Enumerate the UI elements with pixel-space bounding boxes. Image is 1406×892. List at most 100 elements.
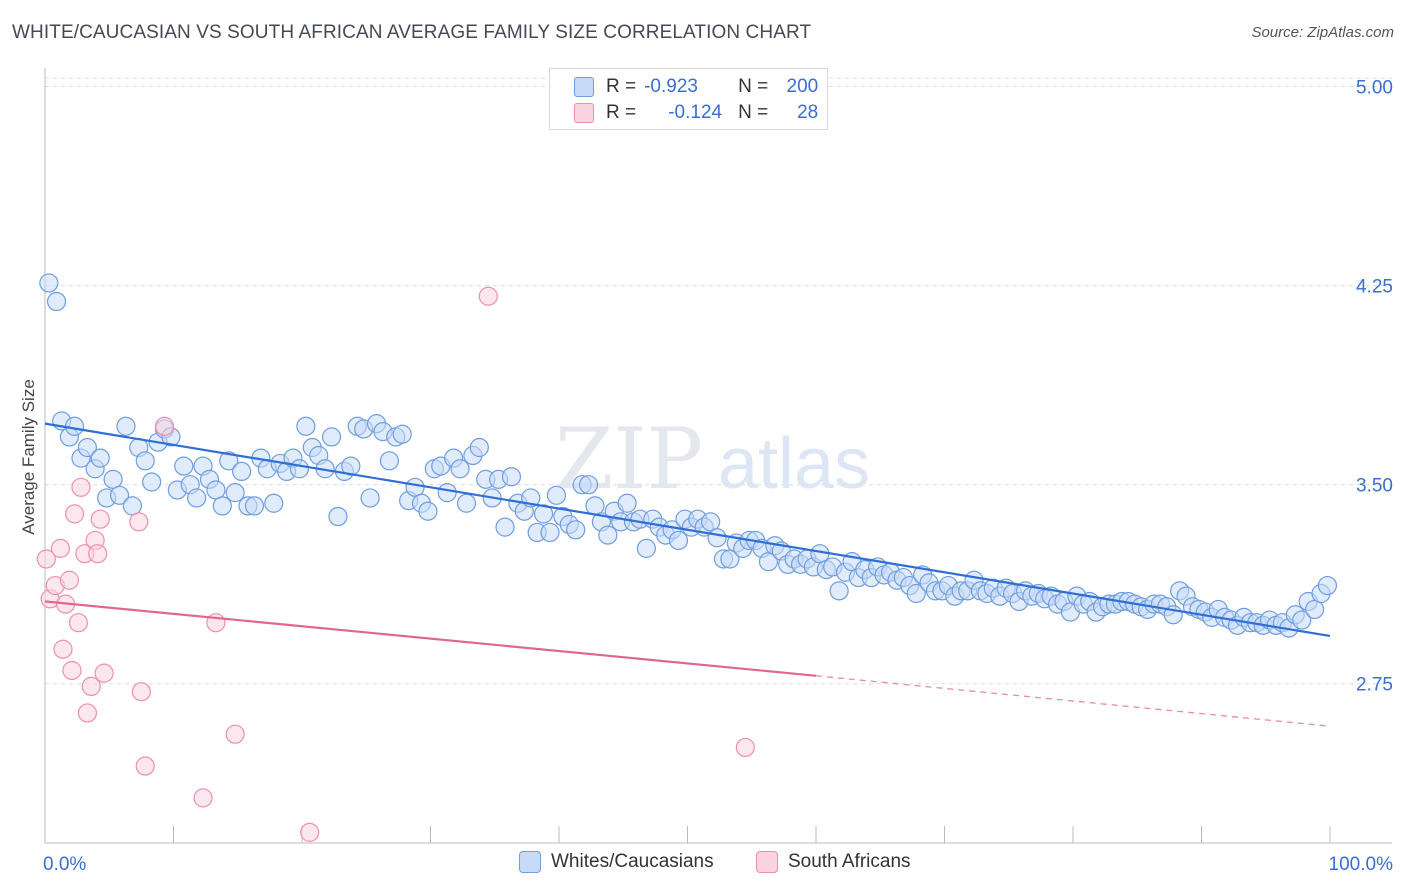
watermark-atlas: atlas — [718, 424, 870, 504]
point-whites — [289, 459, 310, 479]
point-south-africans — [129, 512, 149, 532]
point-whites — [495, 517, 515, 537]
point-south-africans — [90, 509, 110, 529]
point-south-africans — [225, 724, 245, 744]
point-whites — [1317, 575, 1338, 596]
point-whites — [906, 583, 926, 604]
legend-item-whites[interactable]: Whites/Caucasians — [519, 851, 714, 873]
stats-legend: R = -0.923 N = 200 R = -0.124 N = 28 — [549, 68, 828, 130]
legend-swatch-south-africans — [756, 851, 778, 873]
point-whites — [456, 493, 477, 513]
point-south-africans — [59, 570, 80, 590]
point-whites — [39, 273, 59, 293]
y-tick-label: 3.50 — [1356, 476, 1393, 497]
stats-r-label: R = — [606, 76, 637, 97]
point-south-africans — [131, 682, 151, 702]
stats-row-whites: R = -0.923 N = 200 — [574, 74, 818, 100]
point-whites — [174, 456, 194, 476]
point-whites — [264, 493, 284, 513]
point-south-africans — [300, 822, 320, 842]
legend-item-south-africans[interactable]: South Africans — [756, 851, 911, 873]
point-whites — [212, 496, 232, 516]
stats-swatch-south-africans — [574, 103, 594, 123]
point-whites — [142, 472, 162, 492]
point-whites — [501, 467, 522, 487]
point-south-africans — [36, 549, 56, 569]
point-whites — [1292, 610, 1312, 630]
point-whites — [585, 496, 605, 516]
point-whites — [46, 291, 67, 312]
point-whites — [64, 416, 85, 436]
point-whites — [668, 530, 689, 551]
trendline-south-africans — [44, 600, 817, 677]
stats-r-value: -0.124 — [668, 102, 723, 123]
point-south-africans — [135, 756, 155, 776]
point-south-africans — [50, 538, 71, 558]
point-whites — [636, 538, 656, 558]
point-south-africans — [53, 639, 73, 659]
point-whites — [540, 522, 560, 543]
point-whites — [598, 525, 618, 545]
stats-n-label: N = — [738, 102, 769, 123]
point-south-africans — [193, 788, 213, 808]
point-south-africans — [735, 737, 755, 758]
point-whites — [405, 477, 425, 497]
point-whites — [296, 416, 316, 436]
stats-r-label: R = — [606, 102, 637, 123]
point-whites — [829, 581, 849, 601]
point-whites — [707, 528, 727, 548]
point-whites — [379, 451, 399, 471]
point-whites — [90, 448, 110, 468]
point-south-africans — [62, 660, 82, 681]
x-tick-label-end: 100.0% — [1329, 854, 1394, 875]
point-whites — [418, 501, 438, 521]
point-south-africans — [88, 544, 108, 564]
point-south-africans — [77, 703, 98, 723]
point-whites — [578, 475, 599, 495]
point-whites — [469, 437, 489, 458]
watermark: ZIP atlas — [555, 410, 870, 508]
point-whites — [116, 416, 136, 436]
point-whites — [533, 504, 554, 524]
trendline-south-africans-extension — [815, 675, 1331, 727]
point-whites — [328, 506, 348, 527]
point-whites — [77, 437, 98, 458]
point-whites — [109, 485, 130, 505]
legend-swatch-whites — [519, 851, 541, 873]
point-whites — [617, 493, 637, 513]
point-whites — [122, 496, 142, 516]
y-axis-label: Average Family Size — [19, 379, 38, 535]
x-tick-labels: 0.0% 100.0% — [43, 854, 1393, 875]
point-south-africans — [154, 416, 175, 436]
y-tick-label: 4.25 — [1356, 277, 1393, 298]
stats-row-south-africans: R = -0.124 N = 28 — [574, 100, 818, 126]
point-whites — [244, 496, 265, 516]
point-whites — [206, 480, 226, 500]
legend-label-south-africans: South Africans — [788, 851, 911, 872]
point-whites — [360, 488, 380, 508]
point-whites — [546, 485, 567, 505]
trendline-whites — [44, 422, 1331, 638]
series-whites-points — [39, 273, 1338, 638]
point-whites — [437, 483, 457, 503]
point-whites — [1304, 599, 1325, 620]
point-whites — [187, 488, 207, 508]
point-whites — [321, 427, 342, 447]
series-south-africans-points — [36, 286, 755, 842]
stats-n-value: 200 — [786, 76, 819, 97]
point-south-africans — [94, 663, 114, 683]
x-tick-label-start: 0.0% — [43, 854, 86, 875]
point-whites — [225, 483, 245, 503]
point-whites — [232, 461, 252, 482]
point-south-africans — [68, 613, 89, 633]
stats-n-value: 28 — [797, 102, 819, 123]
point-south-africans — [71, 477, 91, 497]
point-whites — [135, 451, 155, 471]
y-tick-label: 2.75 — [1356, 675, 1393, 696]
point-whites — [392, 424, 412, 444]
point-whites — [701, 512, 721, 532]
point-whites — [450, 459, 470, 479]
point-south-africans — [478, 286, 498, 306]
y-tick-labels: 2.75 3.50 4.25 5.00 — [1356, 78, 1393, 696]
